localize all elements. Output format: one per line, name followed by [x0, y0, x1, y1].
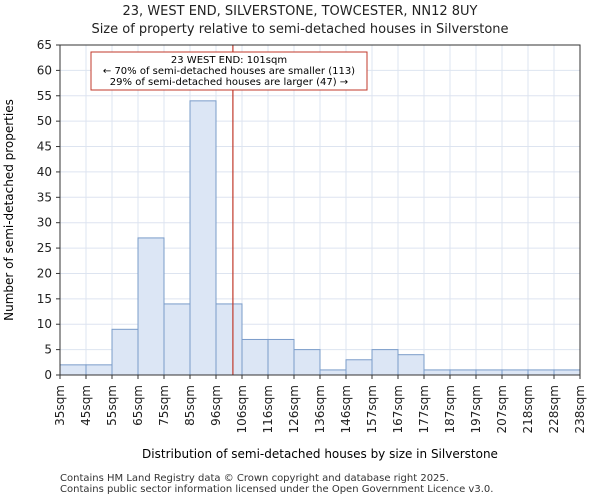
x-tick-label: 177sqm [417, 385, 431, 433]
x-tick-label: 167sqm [391, 385, 405, 433]
annotation-box [90, 51, 368, 91]
x-tick-label: 75sqm [157, 385, 171, 426]
footer-copyright: Contains HM Land Registry data © Crown c… [60, 473, 449, 484]
annotation-line2: ← 70% of semi-detached houses are smalle… [103, 66, 355, 77]
histogram-bar [475, 369, 503, 376]
histogram-bar [215, 303, 243, 376]
histogram-bar [553, 369, 581, 376]
annotation-line1: 23 WEST END: 101sqm [171, 55, 287, 66]
y-tick-label: 55 [37, 89, 52, 103]
y-tick-label: 10 [37, 317, 52, 331]
x-tick-label: 197sqm [469, 385, 483, 433]
y-tick-label: 20 [37, 266, 52, 280]
x-tick-label: 228sqm [547, 385, 561, 433]
histogram-bar [423, 369, 451, 376]
y-tick-label: 5 [44, 343, 52, 357]
x-tick-label: 45sqm [79, 385, 93, 426]
y-tick-label: 50 [37, 114, 52, 128]
x-tick-label: 55sqm [105, 385, 119, 426]
tick-labels: 0 5 10 15 20 25 30 35 40 45 50 55 60 65 35sqm 45sqm 55sq… [37, 38, 587, 433]
x-tick-label: 218sqm [521, 385, 535, 433]
x-tick-label: 126sqm [287, 385, 301, 433]
x-tick-label: 146sqm [339, 385, 353, 433]
y-tick-label: 0 [44, 368, 52, 382]
bars [59, 100, 581, 376]
y-tick-label: 25 [37, 241, 52, 255]
histogram-bar [501, 369, 529, 376]
histogram-bar [371, 349, 399, 376]
histogram-bar [241, 338, 269, 376]
histogram-bar [85, 364, 113, 376]
y-tick-label: 60 [37, 63, 52, 77]
y-tick-label: 30 [37, 216, 52, 230]
histogram-bar [345, 359, 373, 376]
chart-title-line1: 23, WEST END, SILVERSTONE, TOWCESTER, NN… [122, 4, 478, 19]
histogram-bar [163, 303, 191, 376]
histogram-bar [267, 338, 295, 376]
x-tick-label: 207sqm [495, 385, 509, 433]
chart-title-line2: Size of property relative to semi-detach… [91, 22, 509, 37]
x-tick-label: 136sqm [313, 385, 327, 433]
histogram-chart: 0 5 10 15 20 25 30 35 40 45 50 55 60 65 35sqm 45sqm 55sq… [2, 38, 587, 461]
histogram-bar [397, 354, 425, 376]
footer-licence: Contains public sector information licen… [60, 484, 494, 495]
y-tick-label: 40 [37, 165, 52, 179]
x-tick-label: 96sqm [209, 385, 223, 426]
y-tick-label: 65 [37, 38, 52, 52]
x-tick-label: 157sqm [365, 385, 379, 433]
y-axis-label: Number of semi-detached properties [2, 99, 16, 321]
y-tick-label: 45 [37, 140, 52, 154]
histogram-bar [59, 364, 87, 376]
histogram-bar [527, 369, 555, 376]
x-tick-label: 85sqm [183, 385, 197, 426]
y-tick-label: 35 [37, 190, 52, 204]
histogram-bar [189, 100, 217, 376]
x-tick-label: 116sqm [261, 385, 275, 433]
histogram-bar [111, 328, 139, 376]
x-tick-label: 238sqm [573, 385, 587, 433]
x-tick-label: 65sqm [131, 385, 145, 426]
x-tick-label: 106sqm [235, 385, 249, 433]
x-tick-label: 187sqm [443, 385, 457, 433]
annotation-line3: 29% of semi-detached houses are larger (… [110, 77, 348, 88]
histogram-bar [137, 237, 165, 376]
y-tick-label: 15 [37, 292, 52, 306]
histogram-bar [319, 369, 347, 376]
histogram-bar [449, 369, 477, 376]
x-axis-label: Distribution of semi-detached houses by … [142, 447, 498, 461]
histogram-bar [293, 349, 321, 376]
x-tick-label: 35sqm [53, 385, 67, 426]
plot-frame [59, 44, 581, 376]
